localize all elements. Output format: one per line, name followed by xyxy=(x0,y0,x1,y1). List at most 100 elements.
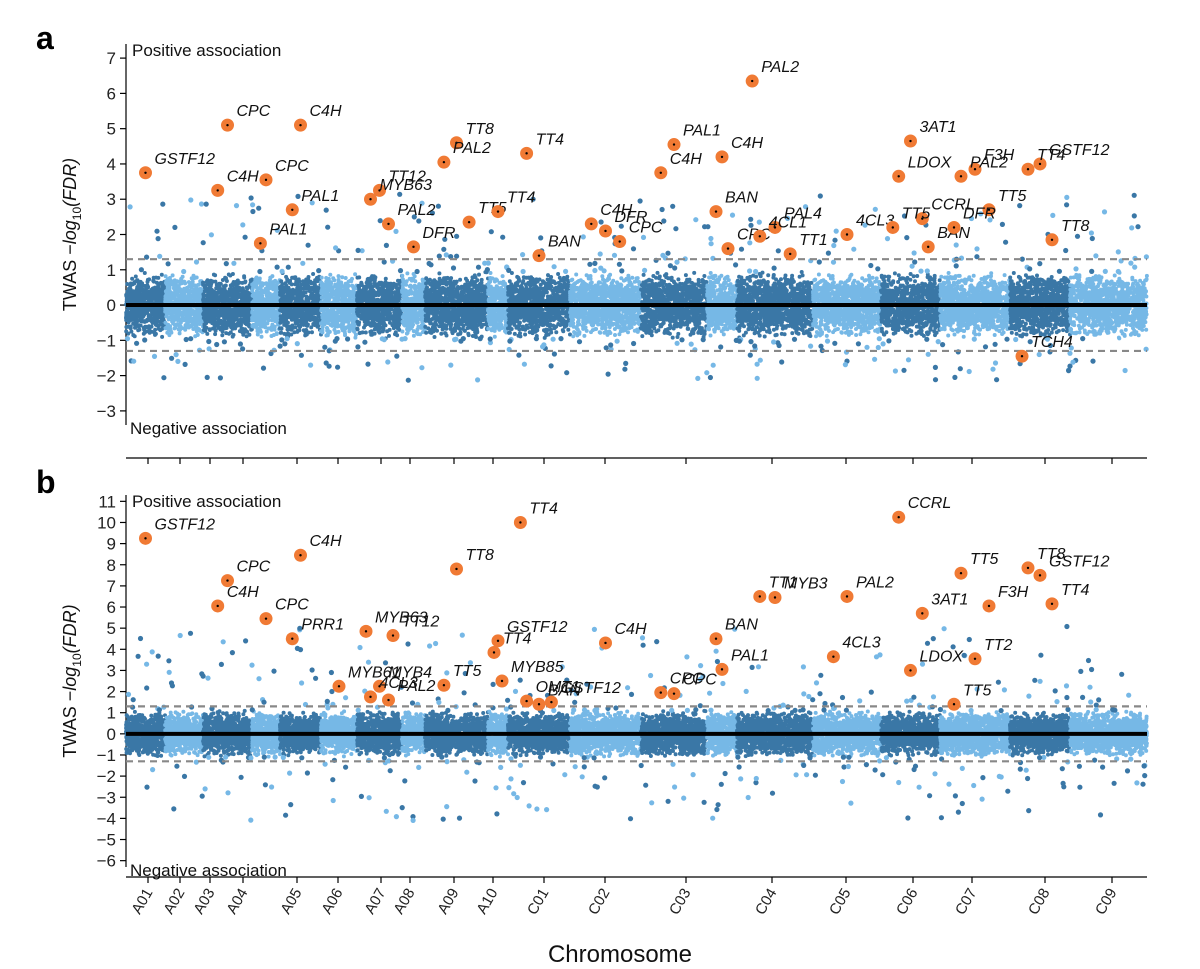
outlier-point xyxy=(935,339,941,345)
outlier-point xyxy=(500,234,506,240)
outlier-point xyxy=(250,208,256,215)
outlier-point xyxy=(200,673,206,679)
gene-label: MYB85 xyxy=(511,659,564,676)
outlier-point xyxy=(673,226,679,232)
outlier-point xyxy=(608,342,614,348)
gene-hit: TT12 xyxy=(386,614,439,643)
outlier-point xyxy=(747,268,753,274)
outlier-point xyxy=(1102,268,1108,274)
outlier-point xyxy=(825,250,832,256)
outlier-point xyxy=(1101,209,1108,215)
outlier-point xyxy=(880,341,886,347)
outlier-point xyxy=(904,235,910,241)
outlier-point xyxy=(1096,697,1102,703)
outlier-point xyxy=(124,336,131,342)
chromosome-label: A03 xyxy=(190,886,218,918)
outlier-point xyxy=(151,353,158,359)
outlier-point xyxy=(806,693,812,700)
gene-label: 4CL1 xyxy=(769,214,807,231)
outlier-point xyxy=(1128,756,1134,762)
gene-label: TT8 xyxy=(466,121,495,138)
outlier-point xyxy=(487,336,493,342)
outlier-point xyxy=(843,707,850,713)
outlier-point xyxy=(670,203,676,209)
outlier-point xyxy=(756,219,762,225)
outlier-point xyxy=(996,773,1002,780)
gene-label: PAL2 xyxy=(398,678,436,695)
outlier-point xyxy=(260,365,267,371)
outlier-point xyxy=(735,754,741,760)
outlier-point xyxy=(992,341,998,347)
chromosome-band-points xyxy=(355,273,404,341)
outlier-point xyxy=(325,224,331,230)
outlier-point xyxy=(738,246,745,252)
gene-hit: TT5 xyxy=(982,188,1027,217)
outlier-point xyxy=(1056,268,1062,274)
gene-label: F3H xyxy=(984,147,1015,164)
outlier-point xyxy=(355,344,361,350)
outlier-point xyxy=(322,761,328,767)
outlier-point xyxy=(999,221,1006,227)
outlier-point xyxy=(304,770,310,776)
outlier-point xyxy=(968,215,975,222)
outlier-point xyxy=(743,688,749,695)
chromosome-label: C05 xyxy=(826,886,854,918)
outlier-point xyxy=(507,338,513,344)
outlier-point xyxy=(485,260,491,266)
outlier-point xyxy=(166,669,172,675)
outlier-point xyxy=(909,263,915,269)
outlier-point xyxy=(381,259,387,265)
outlier-point xyxy=(142,337,148,343)
y-tick-label: 7 xyxy=(107,49,116,68)
outlier-point xyxy=(941,626,947,632)
outlier-point xyxy=(883,755,890,761)
outlier-point xyxy=(684,654,690,660)
gene-hit: PAL2 xyxy=(954,154,1008,183)
gene-hit: 3AT1 xyxy=(915,591,968,620)
chromosome-label: C02 xyxy=(585,886,613,918)
outlier-point xyxy=(932,771,938,777)
outlier-point xyxy=(841,764,847,770)
gene-hit: TCH4 xyxy=(1015,334,1073,363)
outlier-point xyxy=(520,268,526,275)
outlier-point xyxy=(771,265,777,271)
outlier-point xyxy=(393,228,399,234)
outlier-point xyxy=(818,343,824,349)
y-tick-label: 1 xyxy=(107,261,116,280)
outlier-point xyxy=(953,263,959,269)
outlier-point xyxy=(181,268,187,275)
outlier-point xyxy=(174,763,180,769)
outlier-point xyxy=(1063,683,1070,689)
outlier-point xyxy=(979,796,985,802)
outlier-point xyxy=(1089,666,1095,673)
outlier-point xyxy=(955,809,962,815)
outlier-point xyxy=(904,698,910,704)
outlier-point xyxy=(165,261,171,267)
outlier-point xyxy=(498,764,504,771)
outlier-point xyxy=(693,707,699,713)
outlier-point xyxy=(1037,261,1043,267)
outlier-point xyxy=(831,242,837,249)
outlier-point xyxy=(517,677,523,683)
outlier-point xyxy=(1080,336,1086,342)
outlier-point xyxy=(793,772,799,778)
outlier-point xyxy=(399,805,405,811)
outlier-point xyxy=(779,359,785,365)
outlier-point xyxy=(622,366,628,372)
gene-label: TT1 xyxy=(769,574,797,591)
outlier-point xyxy=(693,217,699,223)
outlier-point xyxy=(494,811,500,817)
panel-b-letter: b xyxy=(36,464,56,500)
outlier-point xyxy=(383,808,389,814)
outlier-point xyxy=(204,374,210,380)
outlier-point xyxy=(155,653,161,659)
outlier-point xyxy=(824,338,831,344)
outlier-point xyxy=(381,755,387,761)
y-tick-label: 5 xyxy=(107,120,116,139)
outlier-point xyxy=(477,336,483,342)
outlier-point xyxy=(571,707,577,713)
outlier-point xyxy=(533,336,540,342)
outlier-point xyxy=(377,218,383,224)
outlier-point xyxy=(927,793,933,799)
